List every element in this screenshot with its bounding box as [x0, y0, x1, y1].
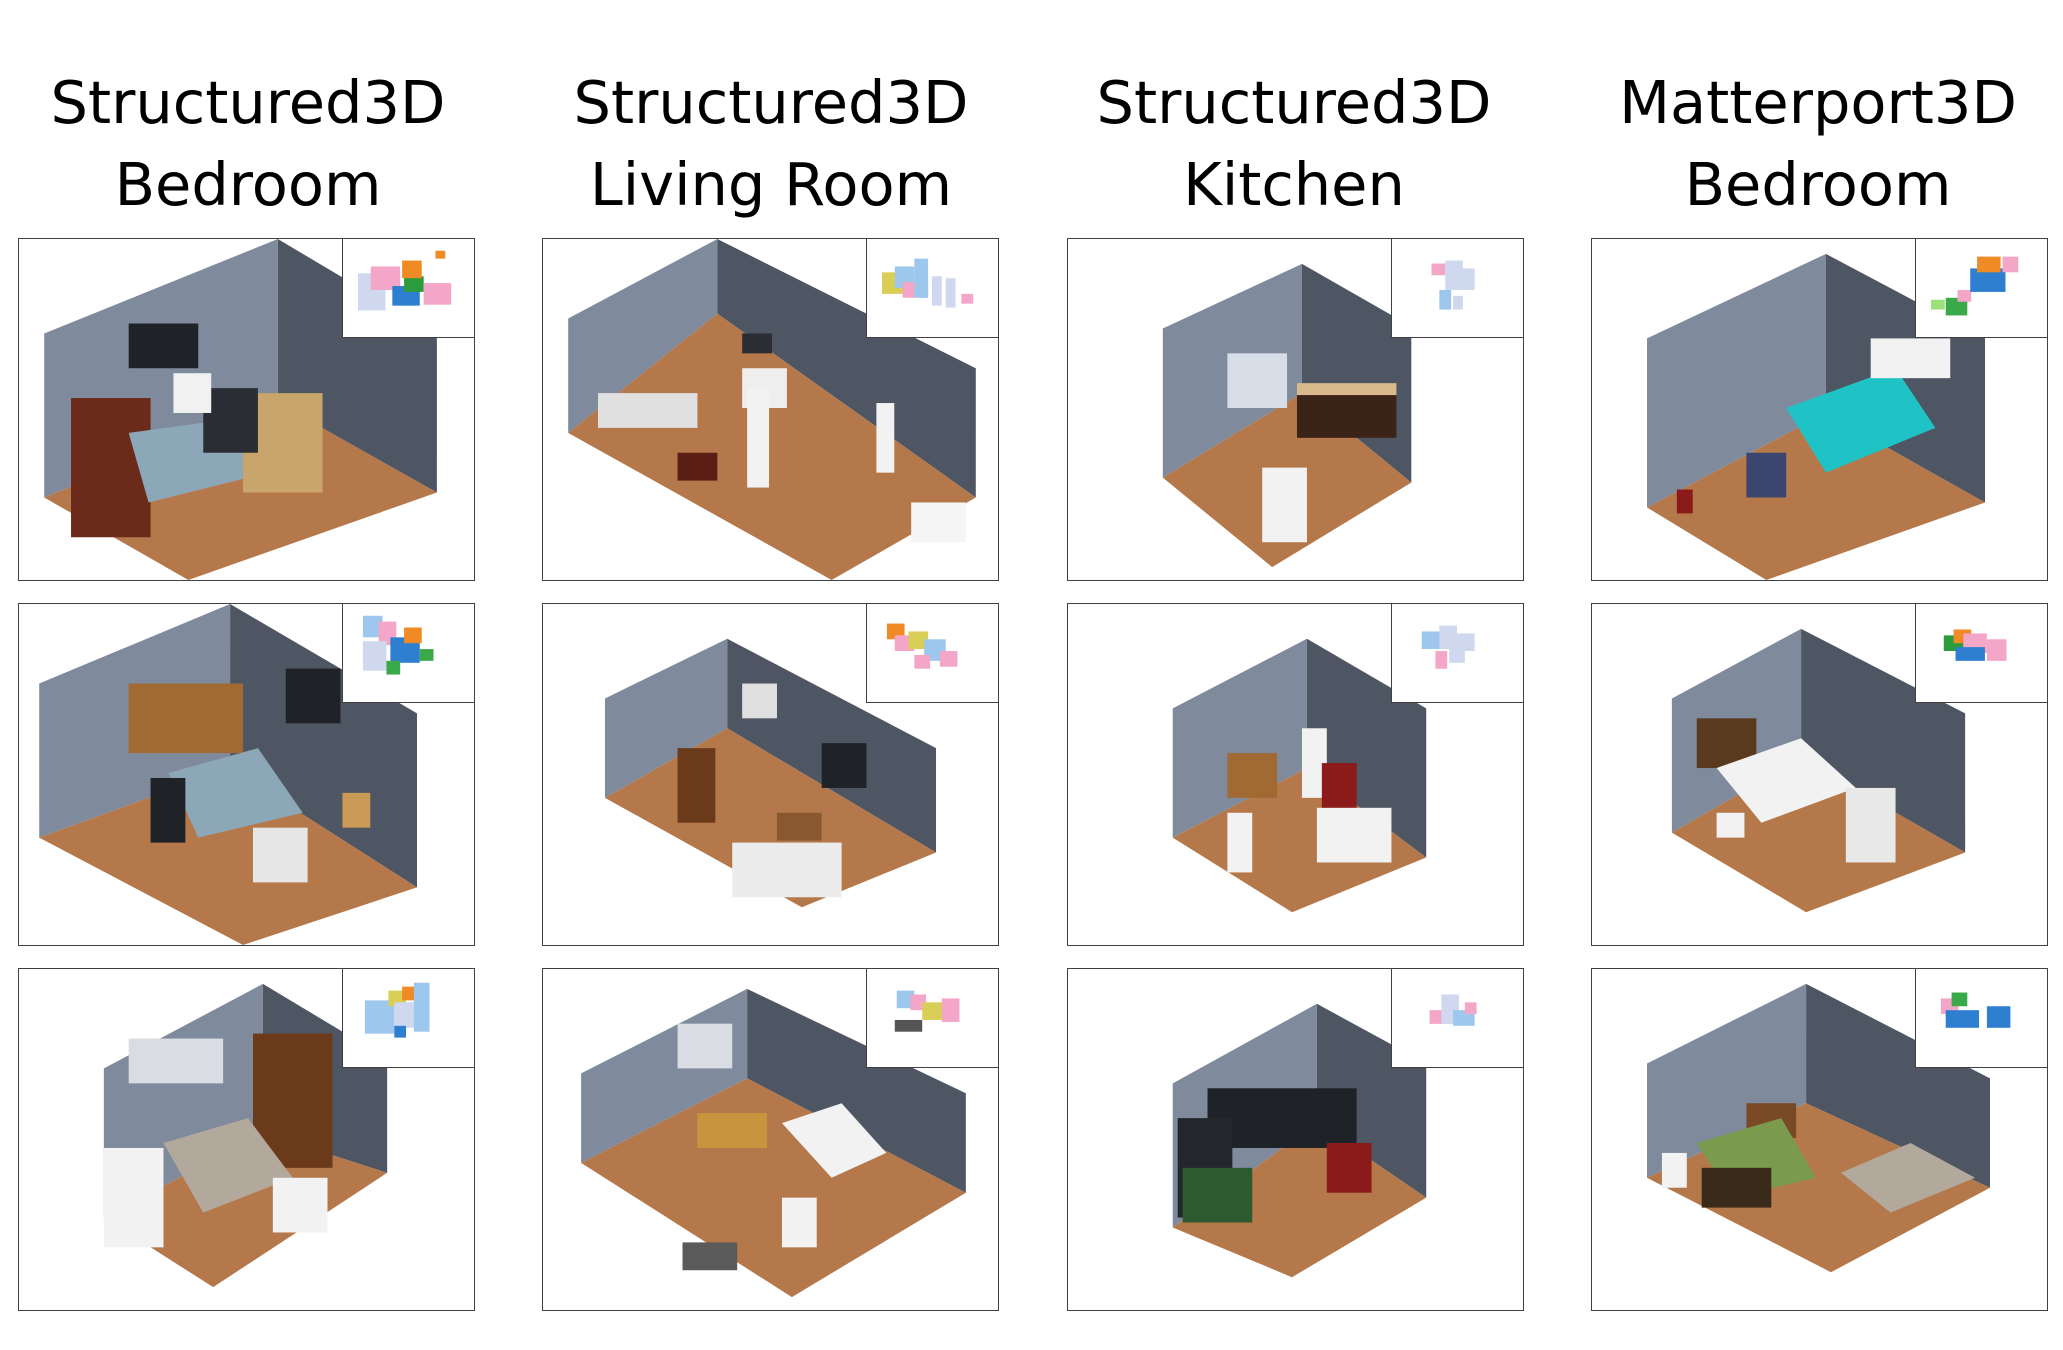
object-layout-inset — [1391, 604, 1523, 703]
room-render-image — [581, 988, 966, 1298]
room-render-panel — [1591, 603, 2048, 946]
room-render-panel — [1067, 968, 1524, 1311]
room-render-image — [39, 604, 417, 945]
room-render-panel — [542, 968, 999, 1311]
room-render-image — [568, 239, 976, 580]
room-render-panel — [18, 603, 475, 946]
room-render-panel — [1591, 238, 2048, 581]
room-render-panel — [542, 238, 999, 581]
room-render-image — [604, 638, 937, 908]
dataset-label: Structured3D — [573, 68, 969, 137]
column-title-3: Structured3D Kitchen — [1064, 62, 1524, 226]
room-render-image — [1647, 983, 1990, 1273]
object-layout-inset — [1915, 969, 2047, 1068]
object-layout-inset — [1915, 239, 2047, 338]
room-render-image — [1162, 263, 1412, 568]
room-render-image — [44, 239, 437, 580]
object-layout-inset — [342, 604, 474, 703]
room-render-panel — [542, 603, 999, 946]
column-title-4: Matterport3D Bedroom — [1588, 62, 2048, 226]
object-layout-inset — [866, 604, 998, 703]
room-render-image — [1647, 253, 1986, 580]
room-label: Bedroom — [1684, 150, 1952, 219]
object-layout-inset — [342, 239, 474, 338]
dataset-label: Matterport3D — [1619, 68, 2017, 137]
object-layout-inset — [866, 969, 998, 1068]
room-render-panel — [18, 968, 475, 1311]
object-layout-inset — [866, 239, 998, 338]
room-render-image — [1671, 628, 1966, 913]
room-label: Bedroom — [114, 150, 382, 219]
room-render-panel — [1067, 238, 1524, 581]
object-layout-inset — [1391, 239, 1523, 338]
room-render-panel — [18, 238, 475, 581]
room-render-panel — [1591, 968, 2048, 1311]
room-label: Living Room — [589, 150, 953, 219]
dataset-label: Structured3D — [50, 68, 446, 137]
column-title-2: Structured3D Living Room — [541, 62, 1001, 226]
object-layout-inset — [1391, 969, 1523, 1068]
object-layout-inset — [1915, 604, 2047, 703]
room-render-panel — [1067, 603, 1524, 946]
dataset-label: Structured3D — [1096, 68, 1492, 137]
room-label: Kitchen — [1183, 150, 1405, 219]
column-title-1: Structured3D Bedroom — [18, 62, 478, 226]
object-layout-inset — [342, 969, 474, 1068]
room-render-image — [103, 983, 388, 1288]
